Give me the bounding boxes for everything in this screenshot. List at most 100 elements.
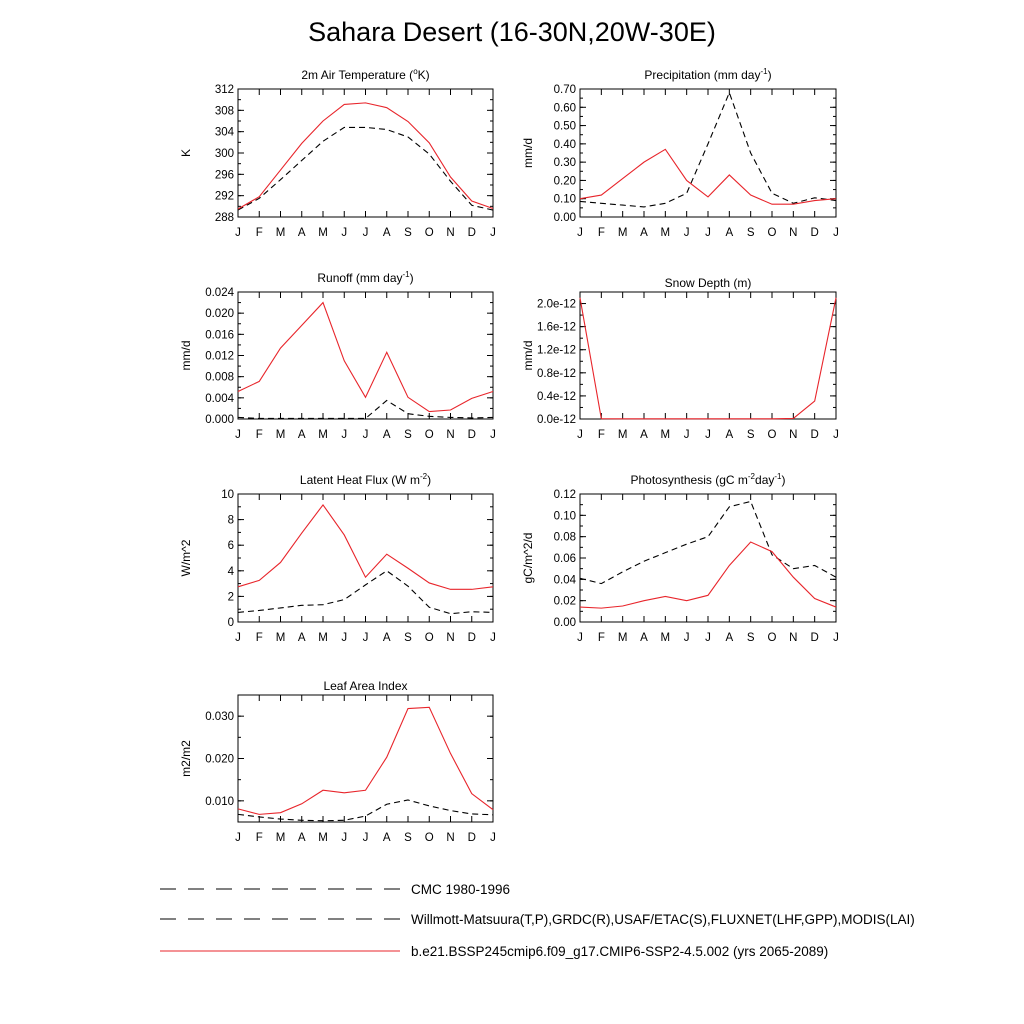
observed-series-line <box>237 570 494 615</box>
panel-title: Leaf Area Index <box>323 679 407 693</box>
x-tick-label: M <box>618 227 628 239</box>
y-tick-label: 0.020 <box>205 308 234 320</box>
y-tick-label: 0.010 <box>205 796 234 808</box>
x-tick-label: S <box>747 227 755 239</box>
y-tick-label: 0.00 <box>554 212 576 224</box>
x-tick-label: J <box>341 429 347 441</box>
x-tick-label: J <box>363 832 369 844</box>
y-tick-label: 312 <box>215 84 234 96</box>
observed-series-line <box>237 126 494 211</box>
legend-label: Willmott-Matsuura(T,P),GRDC(R),USAF/ETAC… <box>411 912 915 927</box>
x-tick-label: O <box>425 632 434 644</box>
y-tick-label: 1.6e-12 <box>537 322 576 334</box>
y-tick-label: 0.30 <box>554 157 576 169</box>
x-tick-label: J <box>705 429 711 441</box>
x-tick-label: J <box>705 227 711 239</box>
x-tick-label: A <box>298 632 306 644</box>
x-tick-label: N <box>446 632 454 644</box>
y-axis-label: gC/m^2/d <box>521 533 535 584</box>
observed-series-line <box>579 500 837 585</box>
model-series-line <box>237 301 494 413</box>
x-tick-label: J <box>341 632 347 644</box>
x-tick-label: J <box>363 632 369 644</box>
chart-panel-4: J F M A M J J A S O N D J0.0e-120.4e-120.8e-121.2e-1… <box>521 276 839 441</box>
x-tick-label: O <box>425 429 434 441</box>
x-tick-label: M <box>318 632 328 644</box>
plot-frame <box>237 493 494 623</box>
panel-title: Photosynthesis (gC m-2day-1) <box>631 472 786 487</box>
plot-frame <box>237 694 494 823</box>
x-tick-label: J <box>490 227 496 239</box>
y-tick-label: 8 <box>228 515 234 527</box>
x-tick-label: J <box>363 429 369 441</box>
y-axis-label: K <box>179 149 193 157</box>
figure-title: Sahara Desert (16-30N,20W-30E) <box>308 17 716 47</box>
x-tick-label: S <box>747 429 755 441</box>
x-tick-label: O <box>768 429 777 441</box>
x-tick-label: J <box>705 632 711 644</box>
x-tick-label: N <box>446 429 454 441</box>
x-tick-label: S <box>404 632 412 644</box>
chart-panel-6: J F M A M J J A S O N D J0.000.020.040.060.080.100.1… <box>521 472 839 644</box>
y-tick-label: 304 <box>215 127 235 139</box>
y-tick-label: 0.020 <box>205 754 234 766</box>
y-tick-label: 0.08 <box>554 532 576 544</box>
x-tick-label: N <box>789 429 797 441</box>
y-tick-label: 0.000 <box>205 414 234 426</box>
y-tick-label: 6 <box>228 540 234 552</box>
y-tick-label: 0.10 <box>554 194 576 206</box>
y-tick-label: 0.04 <box>554 574 577 586</box>
x-tick-label: N <box>446 832 454 844</box>
x-tick-label: F <box>598 429 605 441</box>
x-tick-label: J <box>833 227 839 239</box>
model-series-line <box>237 706 494 815</box>
y-tick-label: 0.50 <box>554 121 576 133</box>
x-tick-label: D <box>468 429 476 441</box>
x-tick-label: D <box>468 632 476 644</box>
x-tick-label: D <box>811 227 819 239</box>
y-tick-label: 0.12 <box>554 489 576 501</box>
y-tick-label: 308 <box>215 105 234 117</box>
x-tick-label: A <box>725 429 733 441</box>
x-tick-label: M <box>618 632 628 644</box>
x-tick-label: F <box>598 227 605 239</box>
y-tick-label: 0.024 <box>205 287 234 299</box>
x-tick-label: N <box>789 227 797 239</box>
x-tick-label: A <box>383 429 391 441</box>
y-axis-label: mm/d <box>521 341 535 371</box>
x-tick-label: N <box>789 632 797 644</box>
y-tick-label: 0.4e-12 <box>537 391 576 403</box>
x-tick-label: M <box>276 632 286 644</box>
y-tick-label: 0.70 <box>554 84 576 96</box>
x-tick-label: A <box>640 632 648 644</box>
y-tick-label: 288 <box>215 212 234 224</box>
x-tick-label: A <box>640 429 648 441</box>
plot-frame <box>237 88 494 218</box>
x-tick-label: M <box>318 227 328 239</box>
x-tick-label: J <box>490 832 496 844</box>
x-tick-label: F <box>256 832 263 844</box>
x-tick-label: A <box>298 227 306 239</box>
x-tick-label: J <box>490 632 496 644</box>
x-tick-label: M <box>276 832 286 844</box>
x-tick-label: M <box>276 429 286 441</box>
y-axis-label: W/m^2 <box>179 539 193 576</box>
y-tick-label: 2 <box>228 591 234 603</box>
panel-title: Snow Depth (m) <box>665 276 752 290</box>
plot-frame <box>579 291 837 420</box>
y-tick-label: 0.00 <box>554 617 576 629</box>
chart-panel-3: J F M A M J J A S O N D J0.0000.0040.0080.0120.0160.… <box>179 270 496 441</box>
panel-title: Latent Heat Flux (W m-2) <box>300 472 431 487</box>
legend-label: b.e21.BSSP245cmip6.f09_g17.CMIP6-SSP2-4.… <box>411 944 828 959</box>
model-series-line <box>237 503 494 590</box>
x-tick-label: M <box>318 429 328 441</box>
observed-series-line <box>579 91 837 208</box>
x-tick-label: J <box>684 632 690 644</box>
x-tick-label: J <box>833 632 839 644</box>
y-tick-label: 0.008 <box>205 372 234 384</box>
y-axis-label: mm/d <box>521 138 535 168</box>
y-axis-label: mm/d <box>179 341 193 371</box>
y-tick-label: 0.20 <box>554 175 576 187</box>
